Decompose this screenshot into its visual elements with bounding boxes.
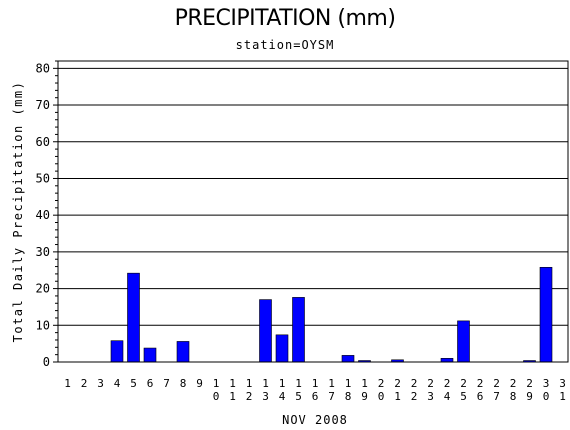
x-tick-label: 5 — [460, 390, 467, 403]
x-tick-label: 0 — [378, 390, 385, 403]
x-tick-label: 3 — [427, 390, 434, 403]
x-tick-label: 7 — [493, 390, 500, 403]
chart-subtitle: station=OYSM — [235, 38, 335, 52]
x-tick-label: 1 — [279, 377, 286, 390]
bar-24 — [440, 358, 454, 363]
x-tick-label: 1 — [345, 377, 352, 390]
x-tick-label: 8 — [510, 390, 517, 403]
x-tick-label: 1 — [229, 390, 236, 403]
y-axis-label: Total Daily Precipitation (mm) — [11, 81, 25, 343]
plot-frame — [57, 60, 569, 363]
x-tick-label: 6 — [147, 377, 154, 390]
y-tick-label: 20 — [36, 282, 50, 296]
x-tick-label: 2 — [411, 377, 418, 390]
x-tick-label: 1 — [312, 377, 319, 390]
x-tick-label: 0 — [543, 390, 550, 403]
x-tick-label: 2 — [460, 377, 467, 390]
x-tick-label: 2 — [394, 377, 401, 390]
chart-title: PRECIPITATION (mm) — [174, 6, 396, 31]
x-tick-label: 8 — [180, 377, 187, 390]
bar-14 — [275, 334, 289, 363]
x-tick-label: 1 — [213, 377, 220, 390]
x-tick-label: 2 — [493, 377, 500, 390]
x-tick-label: 2 — [378, 377, 385, 390]
bar-13 — [259, 299, 272, 363]
x-tick-label: 4 — [279, 390, 286, 403]
x-tick-label: 1 — [229, 377, 236, 390]
x-tick-label: 6 — [312, 390, 319, 403]
x-tick-label: 2 — [246, 390, 253, 403]
y-tick-label: 10 — [36, 318, 50, 332]
x-tick-label: 5 — [130, 377, 137, 390]
y-tick-label: 70 — [36, 98, 50, 112]
x-tick-label: 2 — [510, 377, 517, 390]
x-tick-label: 5 — [295, 390, 302, 403]
x-tick-label: 7 — [163, 377, 170, 390]
y-tick-label: 40 — [36, 208, 50, 222]
x-tick-label: 2 — [411, 390, 418, 403]
x-tick-label: 2 — [444, 377, 451, 390]
x-axis-label: NOV 2008 — [282, 413, 348, 427]
x-tick-label: 8 — [345, 390, 352, 403]
y-tick-label: 60 — [36, 135, 50, 149]
y-tick-label: 30 — [36, 245, 50, 259]
y-tick-label: 50 — [36, 171, 50, 185]
x-tick-label: 9 — [526, 390, 533, 403]
x-tick-label: 9 — [361, 390, 368, 403]
bar-18 — [341, 355, 355, 363]
x-tick-label: 2 — [81, 377, 88, 390]
x-tick-label: 7 — [328, 390, 335, 403]
bar-5 — [127, 272, 140, 363]
x-tick-label: 4 — [444, 390, 451, 403]
bar-4 — [110, 340, 124, 363]
x-tick-label: 0 — [213, 390, 220, 403]
x-tick-label: 3 — [97, 377, 104, 390]
x-tick-label: 1 — [64, 377, 71, 390]
x-tick-label: 4 — [114, 377, 121, 390]
x-tick-label: 1 — [361, 377, 368, 390]
x-tick-label: 1 — [262, 377, 269, 390]
x-tick-label: 3 — [559, 377, 566, 390]
x-tick-label: 1 — [295, 377, 302, 390]
x-tick-label: 2 — [427, 377, 434, 390]
y-tick-label: 0 — [43, 355, 50, 369]
x-tick-label: 6 — [477, 390, 484, 403]
x-tick-label: 2 — [477, 377, 484, 390]
x-tick-label: 3 — [543, 377, 550, 390]
bar-6 — [143, 347, 157, 363]
bar-30 — [539, 266, 553, 363]
x-tick-label: 1 — [328, 377, 335, 390]
bar-25 — [457, 320, 470, 363]
bar-8 — [176, 341, 190, 363]
x-tick-label: 1 — [394, 390, 401, 403]
x-tick-label: 3 — [262, 390, 269, 403]
x-tick-label: 2 — [526, 377, 533, 390]
x-tick-label: 1 — [559, 390, 566, 403]
bar-15 — [292, 297, 305, 363]
x-tick-label: 1 — [246, 377, 253, 390]
y-tick-label: 80 — [36, 61, 50, 75]
x-tick-label: 9 — [196, 377, 203, 390]
